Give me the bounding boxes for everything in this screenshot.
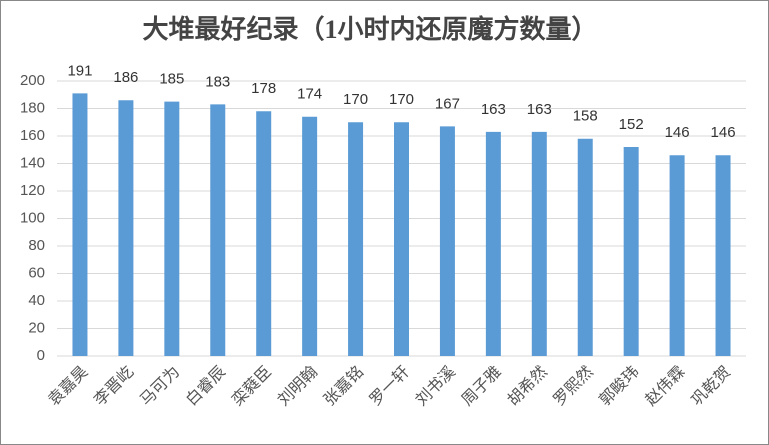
value-label: 174	[297, 86, 322, 103]
bar	[348, 122, 364, 356]
y-tick-label: 0	[37, 347, 45, 364]
value-label: 146	[711, 124, 736, 141]
value-label: 163	[481, 101, 506, 118]
bar	[256, 111, 272, 356]
y-tick-label: 80	[28, 237, 45, 254]
bar	[164, 101, 180, 356]
y-tick-label: 100	[20, 209, 45, 226]
bar	[623, 147, 639, 356]
bar	[72, 93, 88, 356]
y-tick-label: 140	[20, 154, 45, 171]
bar	[118, 100, 134, 356]
y-tick-label: 180	[20, 99, 45, 116]
bar	[485, 131, 501, 356]
value-label: 185	[159, 71, 184, 88]
y-tick-label: 60	[28, 264, 45, 281]
value-label: 191	[67, 62, 92, 79]
bar	[210, 104, 226, 356]
bar	[715, 155, 731, 356]
bar	[439, 126, 455, 356]
value-label: 170	[389, 91, 414, 108]
y-tick-label: 120	[20, 182, 45, 199]
y-tick-label: 160	[20, 127, 45, 144]
y-tick-label: 20	[28, 319, 45, 336]
value-label: 163	[527, 101, 552, 118]
bar	[531, 131, 547, 356]
y-tick-label: 200	[20, 72, 45, 89]
value-label: 146	[665, 124, 690, 141]
bar	[302, 116, 318, 356]
value-label: 183	[205, 73, 230, 90]
bar	[577, 138, 593, 356]
y-tick-label: 40	[28, 292, 45, 309]
value-label: 152	[619, 116, 644, 133]
value-label: 158	[573, 108, 598, 125]
value-label: 178	[251, 80, 276, 97]
value-label: 186	[113, 69, 138, 86]
value-label: 170	[343, 91, 368, 108]
bar	[669, 155, 685, 356]
chart-title: 大堆最好纪录（1小时内还原魔方数量）	[142, 14, 597, 44]
bar	[394, 122, 409, 356]
value-label: 167	[435, 95, 460, 112]
